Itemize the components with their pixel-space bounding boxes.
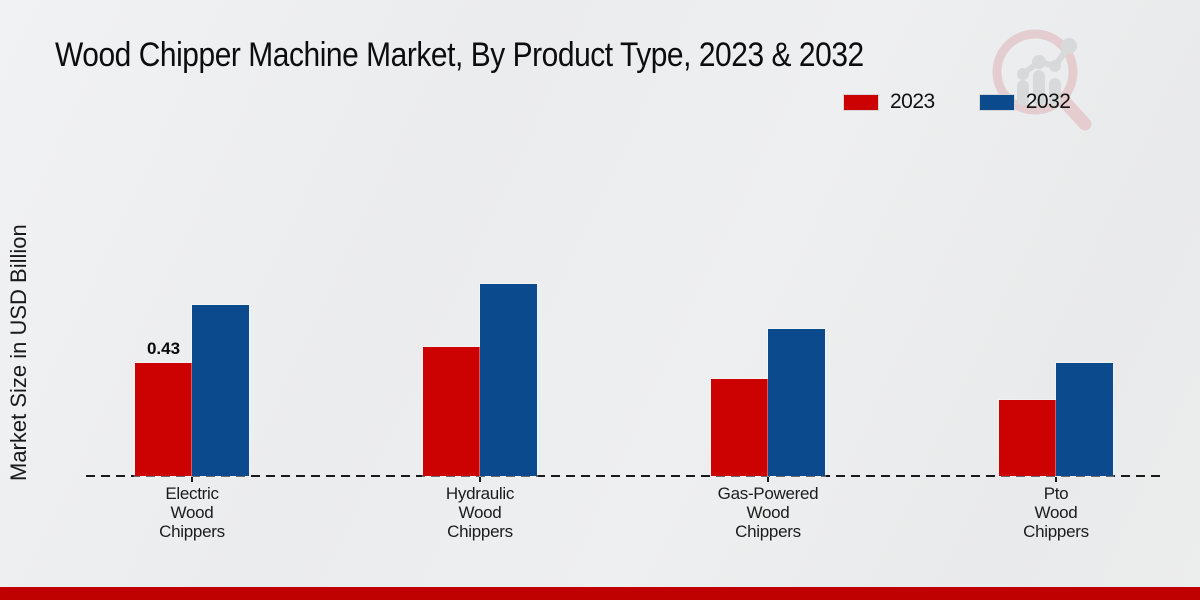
x-axis-tick	[479, 477, 481, 482]
x-tick-label: Hydraulic Wood Chippers	[445, 484, 515, 542]
bar-value-label: 0.43	[146, 339, 181, 358]
x-tick-label: Gas-Powered Wood Chippers	[717, 484, 819, 542]
x-axis-tick	[767, 477, 769, 482]
x-tick-label: Electric Wood Chippers	[159, 484, 225, 542]
bar-2032-category-3	[768, 329, 825, 476]
legend-label-2032: 2032	[1025, 90, 1071, 113]
bar-2023-category-1	[135, 363, 192, 476]
magnifier-growth-chart-logo-icon	[992, 29, 1092, 131]
bar-2032-category-2	[480, 284, 537, 476]
x-axis-line	[86, 475, 1164, 477]
legend-label-2023: 2023	[890, 90, 935, 113]
legend-item-2023: 2023	[843, 90, 935, 114]
bar-2023-category-3	[711, 379, 768, 476]
x-axis-tick	[191, 477, 193, 482]
legend: 2023 2032	[843, 90, 1071, 114]
legend-swatch-2032-icon	[978, 93, 1015, 111]
x-tick-label: Pto Wood Chippers	[1023, 484, 1089, 542]
chart-title: Wood Chipper Machine Market, By Product …	[55, 36, 864, 74]
bar-2032-category-1	[192, 305, 249, 476]
legend-item-2032: 2032	[978, 90, 1071, 114]
x-axis-tick	[1055, 477, 1057, 482]
legend-swatch-2023-icon	[843, 93, 879, 111]
footer-accent-bar	[0, 587, 1200, 600]
bar-2032-category-4	[1056, 363, 1113, 476]
bar-2023-category-4	[999, 400, 1056, 476]
bar-2023-category-2	[423, 347, 480, 476]
